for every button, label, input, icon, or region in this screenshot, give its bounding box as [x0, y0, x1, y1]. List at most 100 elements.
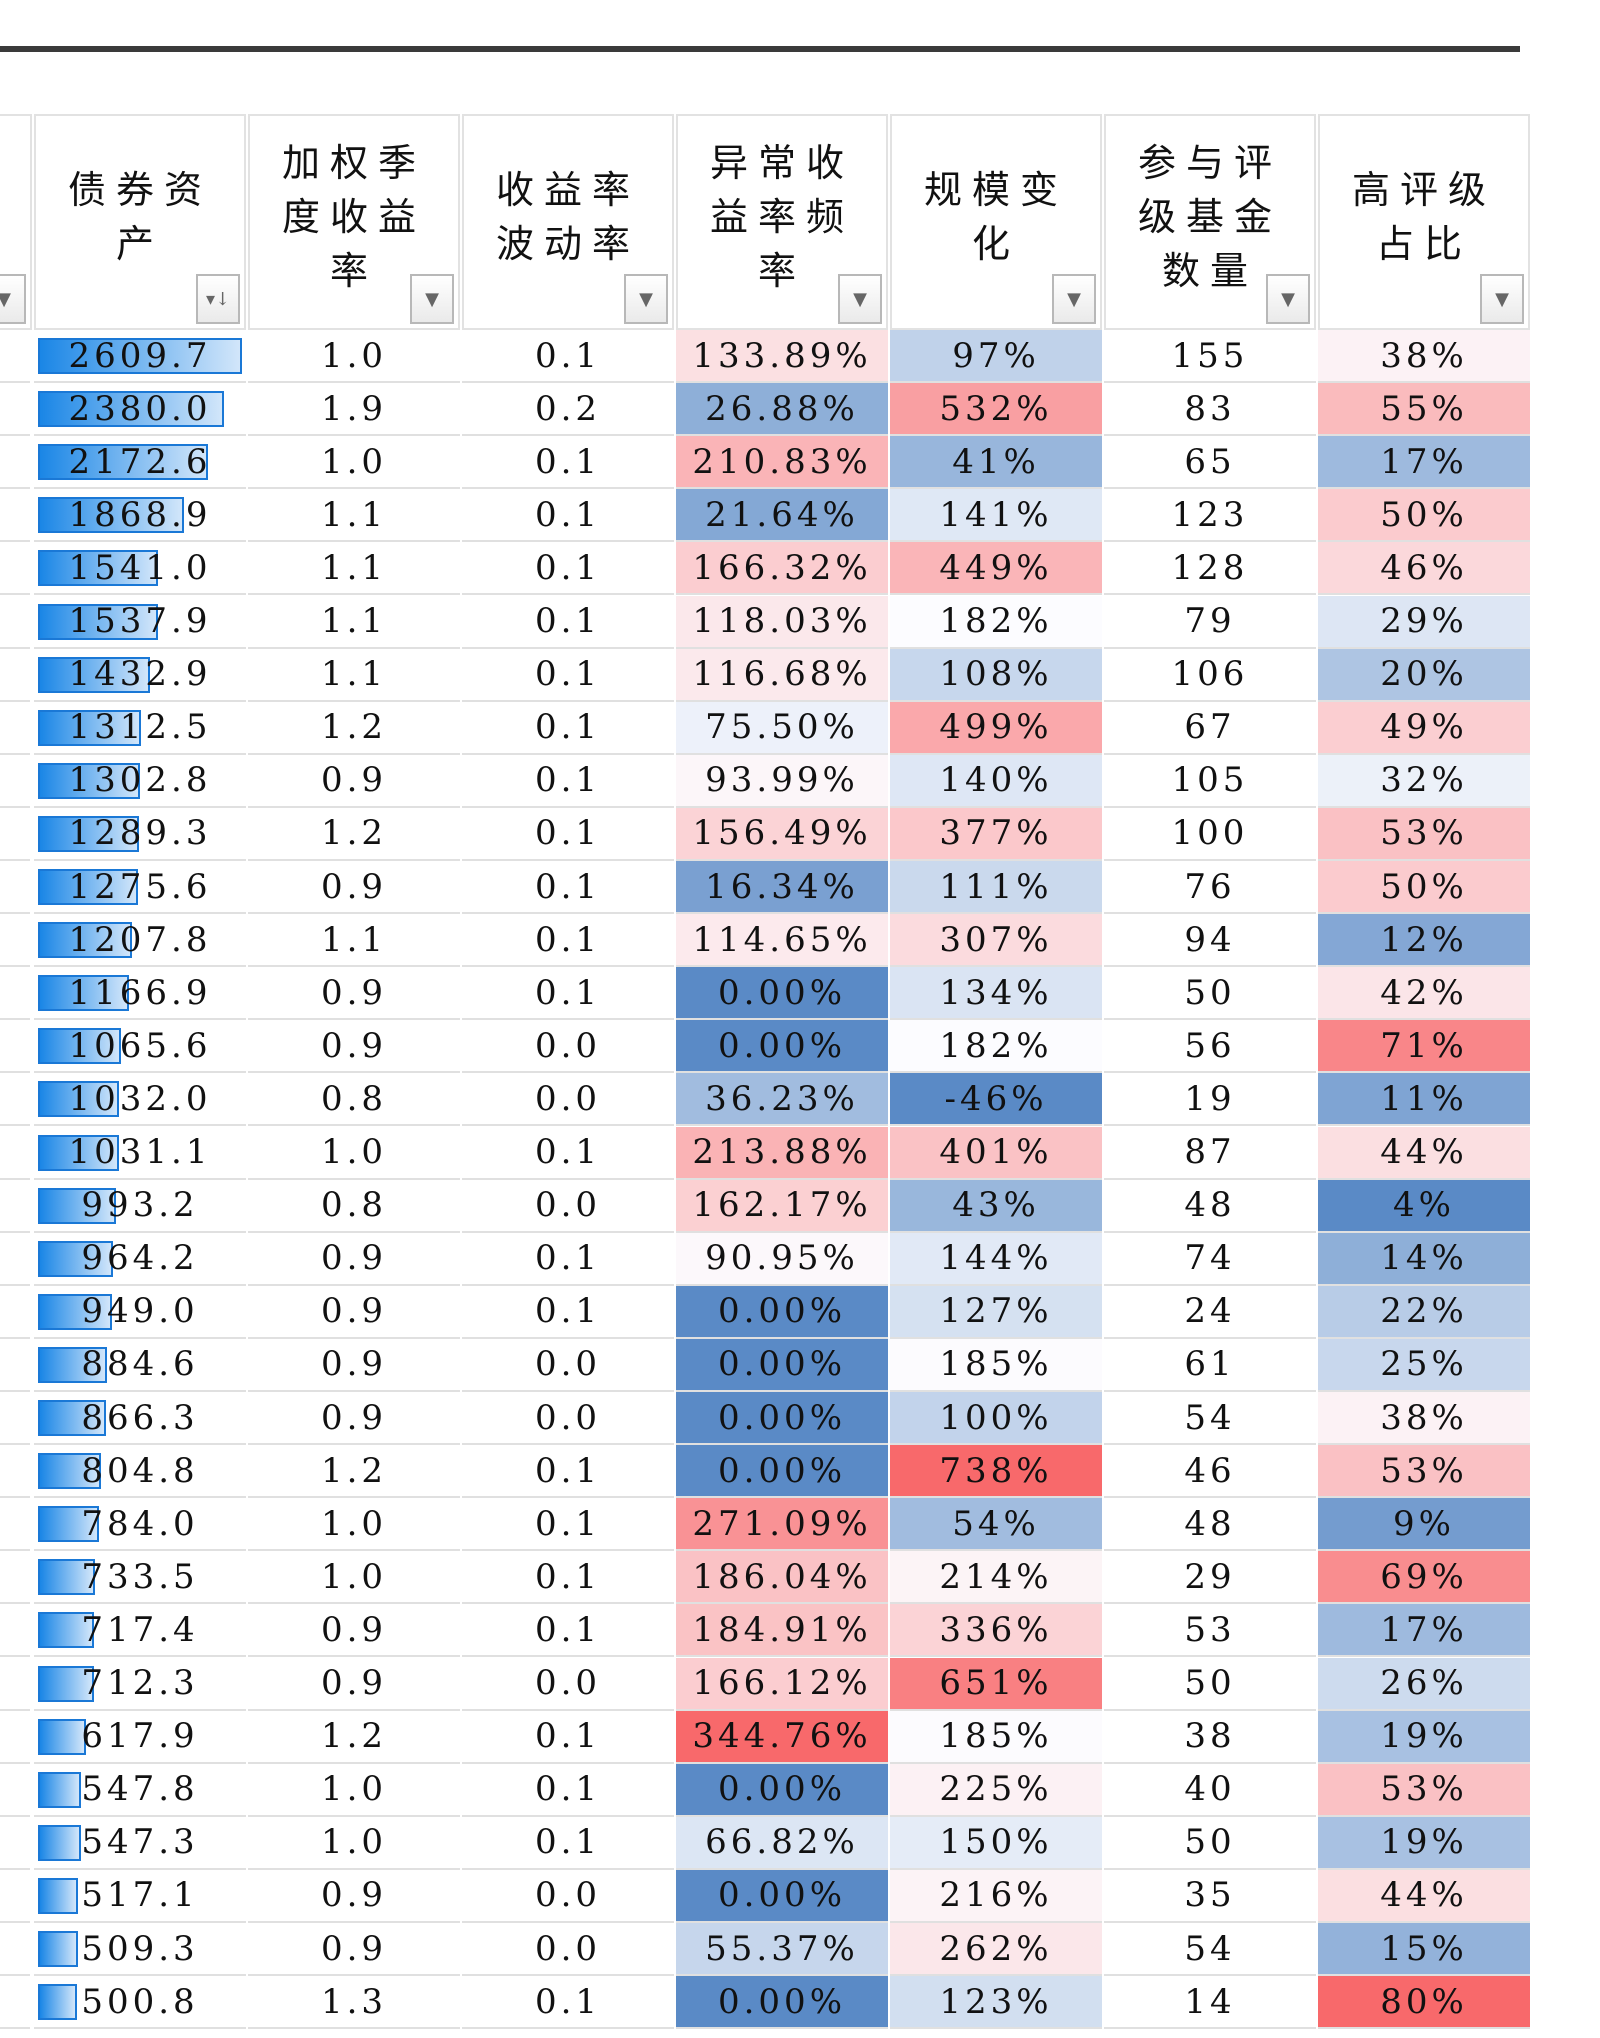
cell-rated-fund-count[interactable]: 24	[1104, 1286, 1316, 1339]
cell-bond-assets[interactable]: 1432.9	[34, 649, 246, 702]
cell-scale-change[interactable]: 532%	[890, 383, 1102, 437]
cell-rated-fund-count[interactable]: 155	[1104, 330, 1316, 383]
cell-high-rating-ratio[interactable]: 38%	[1318, 330, 1530, 383]
cell-rated-fund-count[interactable]: 65	[1104, 436, 1316, 490]
partial-cell[interactable]	[0, 1127, 30, 1180]
cell-scale-change[interactable]: 43%	[890, 1179, 1102, 1233]
cell-return-volatility[interactable]: 0.1	[462, 542, 674, 596]
cell-high-rating-ratio[interactable]: 44%	[1318, 1869, 1530, 1923]
cell-scale-change[interactable]: 377%	[890, 807, 1102, 861]
cell-abnormal-return-frequency[interactable]: 0.00%	[676, 1338, 888, 1392]
cell-return-volatility[interactable]: 0.0	[462, 1392, 674, 1445]
cell-rated-fund-count[interactable]: 54	[1104, 1923, 1316, 1976]
cell-high-rating-ratio[interactable]: 26%	[1318, 1657, 1530, 1711]
cell-scale-change[interactable]: 449%	[890, 542, 1102, 596]
cell-bond-assets[interactable]: 1537.9	[34, 596, 246, 649]
cell-bond-assets[interactable]: 733.5	[34, 1551, 246, 1605]
cell-abnormal-return-frequency[interactable]: 213.88%	[676, 1126, 888, 1180]
cell-bond-assets[interactable]: 1302.8	[34, 755, 246, 808]
filter-dropdown-icon[interactable]: ▼	[1052, 274, 1096, 324]
cell-abnormal-return-frequency[interactable]: 66.82%	[676, 1816, 888, 1870]
cell-return-volatility[interactable]: 0.1	[462, 1604, 674, 1658]
cell-abnormal-return-frequency[interactable]: 210.83%	[676, 436, 888, 490]
cell-abnormal-return-frequency[interactable]: 116.68%	[676, 648, 888, 702]
cell-abnormal-return-frequency[interactable]: 21.64%	[676, 489, 888, 543]
cell-rated-fund-count[interactable]: 50	[1104, 1658, 1316, 1711]
cell-weighted-quarterly-return[interactable]: 1.1	[248, 914, 460, 968]
cell-abnormal-return-frequency[interactable]: 156.49%	[676, 807, 888, 861]
partial-cell[interactable]	[0, 1870, 30, 1923]
cell-bond-assets[interactable]: 884.6	[34, 1339, 246, 1392]
partial-cell[interactable]	[0, 383, 30, 437]
cell-high-rating-ratio[interactable]: 53%	[1318, 1763, 1530, 1817]
partial-cell[interactable]	[0, 967, 30, 1021]
cell-abnormal-return-frequency[interactable]: 166.12%	[676, 1657, 888, 1711]
cell-high-rating-ratio[interactable]: 50%	[1318, 489, 1530, 543]
cell-bond-assets[interactable]: 1275.6	[34, 861, 246, 914]
cell-scale-change[interactable]: 185%	[890, 1710, 1102, 1764]
filter-dropdown-icon[interactable]: ▼	[410, 274, 454, 324]
partial-cell[interactable]	[0, 1445, 30, 1499]
cell-weighted-quarterly-return[interactable]: 0.9	[248, 1604, 460, 1658]
cell-scale-change[interactable]: 123%	[890, 1976, 1102, 2030]
cell-abnormal-return-frequency[interactable]: 90.95%	[676, 1232, 888, 1286]
cell-scale-change[interactable]: 182%	[890, 595, 1102, 649]
partial-cell[interactable]	[0, 649, 30, 702]
cell-weighted-quarterly-return[interactable]: 1.0	[248, 1498, 460, 1552]
sort-descending-filter-icon[interactable]: ▾↓	[196, 274, 240, 324]
cell-high-rating-ratio[interactable]: 69%	[1318, 1551, 1530, 1605]
cell-high-rating-ratio[interactable]: 11%	[1318, 1073, 1530, 1127]
cell-bond-assets[interactable]: 517.1	[34, 1870, 246, 1923]
cell-rated-fund-count[interactable]: 56	[1104, 1020, 1316, 1074]
cell-rated-fund-count[interactable]: 50	[1104, 1817, 1316, 1870]
partial-cell[interactable]	[0, 1923, 30, 1976]
cell-bond-assets[interactable]: 1312.5	[34, 702, 246, 755]
partial-cell[interactable]	[0, 914, 30, 968]
cell-abnormal-return-frequency[interactable]: 93.99%	[676, 754, 888, 808]
cell-return-volatility[interactable]: 0.1	[462, 436, 674, 490]
partial-cell[interactable]	[0, 596, 30, 649]
cell-high-rating-ratio[interactable]: 71%	[1318, 1020, 1530, 1074]
partial-cell[interactable]	[0, 702, 30, 755]
cell-weighted-quarterly-return[interactable]: 0.8	[248, 1073, 460, 1127]
cell-rated-fund-count[interactable]: 46	[1104, 1445, 1316, 1499]
cell-high-rating-ratio[interactable]: 42%	[1318, 967, 1530, 1021]
cell-weighted-quarterly-return[interactable]: 1.2	[248, 1445, 460, 1499]
cell-abnormal-return-frequency[interactable]: 0.00%	[676, 1763, 888, 1817]
cell-bond-assets[interactable]: 1289.3	[34, 808, 246, 861]
cell-abnormal-return-frequency[interactable]: 0.00%	[676, 1392, 888, 1445]
cell-rated-fund-count[interactable]: 53	[1104, 1604, 1316, 1658]
cell-bond-assets[interactable]: 784.0	[34, 1498, 246, 1552]
cell-rated-fund-count[interactable]: 40	[1104, 1764, 1316, 1817]
cell-weighted-quarterly-return[interactable]: 1.2	[248, 1711, 460, 1764]
cell-weighted-quarterly-return[interactable]: 1.1	[248, 489, 460, 543]
cell-weighted-quarterly-return[interactable]: 1.1	[248, 596, 460, 649]
cell-scale-change[interactable]: 216%	[890, 1869, 1102, 1923]
cell-return-volatility[interactable]: 0.1	[462, 967, 674, 1021]
cell-rated-fund-count[interactable]: 100	[1104, 808, 1316, 861]
cell-rated-fund-count[interactable]: 48	[1104, 1498, 1316, 1552]
cell-return-volatility[interactable]: 0.0	[462, 1870, 674, 1923]
cell-abnormal-return-frequency[interactable]: 0.00%	[676, 1285, 888, 1339]
cell-rated-fund-count[interactable]: 50	[1104, 967, 1316, 1021]
cell-scale-change[interactable]: 127%	[890, 1285, 1102, 1339]
cell-return-volatility[interactable]: 0.2	[462, 383, 674, 437]
partial-cell[interactable]	[0, 1764, 30, 1817]
cell-rated-fund-count[interactable]: 19	[1104, 1073, 1316, 1127]
cell-scale-change[interactable]: 100%	[890, 1392, 1102, 1445]
cell-return-volatility[interactable]: 0.1	[462, 1233, 674, 1286]
cell-bond-assets[interactable]: 1207.8	[34, 914, 246, 968]
cell-bond-assets[interactable]: 509.3	[34, 1923, 246, 1976]
cell-weighted-quarterly-return[interactable]: 0.9	[248, 1658, 460, 1711]
cell-bond-assets[interactable]: 2609.7	[34, 330, 246, 383]
cell-weighted-quarterly-return[interactable]: 1.0	[248, 436, 460, 490]
cell-weighted-quarterly-return[interactable]: 0.9	[248, 1233, 460, 1286]
filter-dropdown-icon[interactable]: ▼	[838, 274, 882, 324]
cell-abnormal-return-frequency[interactable]: 186.04%	[676, 1551, 888, 1605]
filter-dropdown-icon[interactable]: ▼	[624, 274, 668, 324]
cell-bond-assets[interactable]: 1065.6	[34, 1020, 246, 1074]
cell-rated-fund-count[interactable]: 35	[1104, 1870, 1316, 1923]
filter-dropdown-icon[interactable]: ▼	[0, 274, 26, 324]
cell-abnormal-return-frequency[interactable]: 0.00%	[676, 1020, 888, 1074]
partial-cell[interactable]	[0, 1976, 30, 2030]
